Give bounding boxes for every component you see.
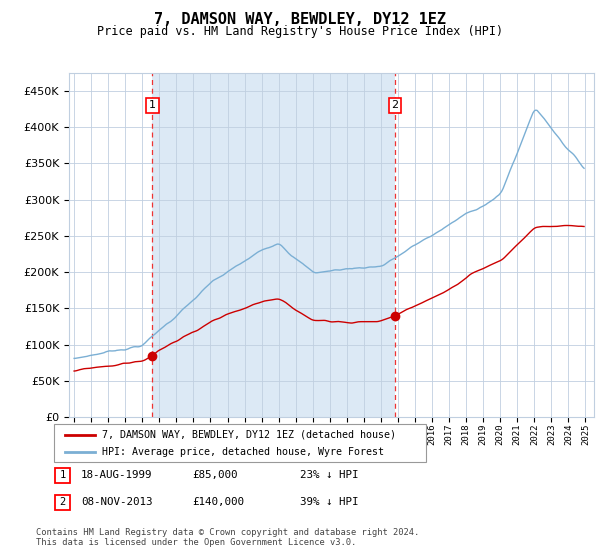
Bar (152, 73, 395, 417)
Text: 39% ↓ HPI: 39% ↓ HPI (300, 497, 359, 507)
Text: 7, DAMSON WAY, BEWDLEY, DY12 1EZ (detached house): 7, DAMSON WAY, BEWDLEY, DY12 1EZ (detach… (103, 430, 397, 440)
Text: 7, DAMSON WAY, BEWDLEY, DY12 1EZ: 7, DAMSON WAY, BEWDLEY, DY12 1EZ (154, 12, 446, 27)
Text: 18-AUG-1999: 18-AUG-1999 (81, 470, 152, 480)
FancyBboxPatch shape (55, 468, 70, 483)
FancyBboxPatch shape (55, 495, 70, 510)
Text: Price paid vs. HM Land Registry's House Price Index (HPI): Price paid vs. HM Land Registry's House … (97, 25, 503, 38)
Text: £85,000: £85,000 (192, 470, 238, 480)
Text: HPI: Average price, detached house, Wyre Forest: HPI: Average price, detached house, Wyre… (103, 447, 385, 458)
Text: 1: 1 (59, 470, 65, 480)
Text: 2: 2 (392, 100, 398, 110)
Text: 2: 2 (59, 497, 65, 507)
Text: £140,000: £140,000 (192, 497, 244, 507)
Text: 08-NOV-2013: 08-NOV-2013 (81, 497, 152, 507)
FancyBboxPatch shape (54, 424, 426, 462)
Text: 1: 1 (149, 100, 156, 110)
Text: 23% ↓ HPI: 23% ↓ HPI (300, 470, 359, 480)
Text: Contains HM Land Registry data © Crown copyright and database right 2024.
This d: Contains HM Land Registry data © Crown c… (36, 528, 419, 547)
